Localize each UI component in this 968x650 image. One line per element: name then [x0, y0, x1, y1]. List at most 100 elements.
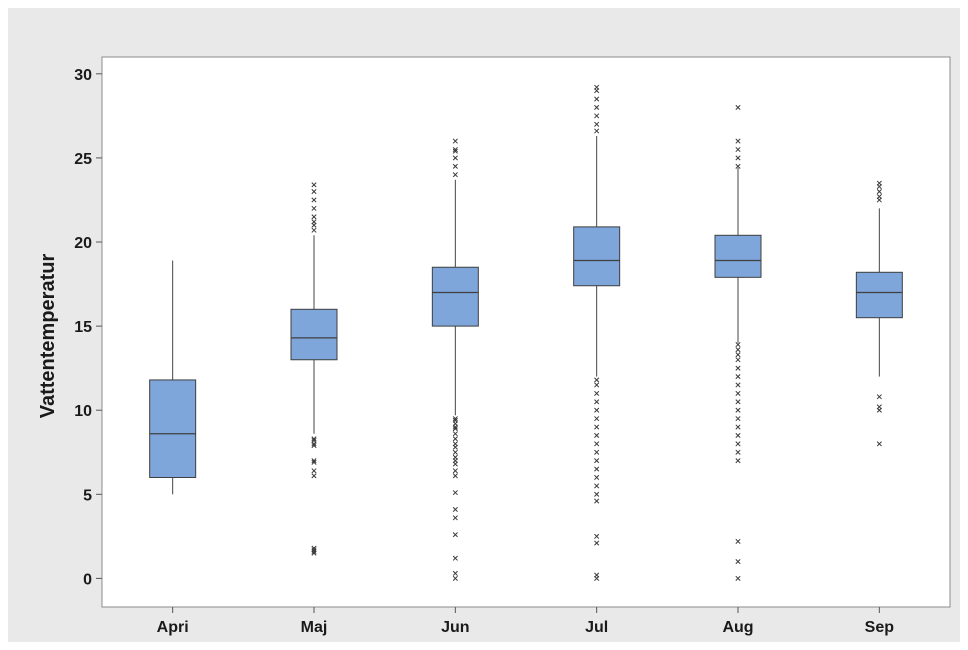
box-group-aug	[714, 104, 762, 581]
box-group-sep	[855, 180, 903, 447]
outlier-point	[594, 84, 600, 90]
box-group-jul	[573, 84, 621, 581]
outlier-point	[452, 146, 458, 153]
outlier-point	[735, 559, 741, 565]
x-tick-label: Jun	[441, 619, 469, 636]
outlier-point	[735, 424, 741, 430]
outlier-point	[876, 189, 882, 195]
outlier-point	[594, 399, 600, 405]
outlier-point	[452, 555, 458, 561]
outlier-point	[735, 390, 741, 396]
outlier-point	[311, 189, 317, 195]
outlier-point	[452, 575, 458, 581]
outlier-point	[594, 390, 600, 396]
box-group-maj	[290, 182, 338, 556]
outlier-point	[311, 436, 317, 442]
outlier-point	[735, 347, 741, 353]
outlier-point	[735, 104, 741, 111]
outlier-point	[594, 483, 600, 489]
outlier-point	[452, 449, 458, 455]
outlier-point	[311, 459, 317, 465]
outlier-point	[311, 545, 317, 551]
outlier-point	[594, 572, 600, 578]
outlier-point	[452, 426, 458, 432]
outlier-point	[452, 155, 458, 161]
box	[290, 308, 338, 361]
outlier-point	[452, 417, 458, 423]
outlier-point	[452, 441, 458, 447]
outlier-point	[311, 437, 317, 444]
outlier-point	[735, 352, 741, 358]
box	[149, 379, 197, 478]
outlier-point	[735, 407, 741, 413]
outlier-point	[876, 441, 882, 447]
outlier-point	[311, 182, 317, 188]
outlier-point	[452, 515, 458, 521]
outlier-point	[735, 432, 741, 438]
y-tick-label: 0	[83, 571, 92, 588]
box-group-jun	[431, 138, 479, 581]
outlier-point	[594, 407, 600, 413]
y-tick-label: 20	[74, 235, 92, 252]
outlier-point	[452, 436, 458, 442]
x-tick-label: Apri	[157, 619, 189, 636]
outlier-point	[452, 148, 458, 154]
outlier-point	[311, 205, 317, 211]
box	[714, 234, 762, 278]
outlier-point	[594, 466, 600, 472]
outlier-point	[594, 474, 600, 481]
outlier-point	[452, 431, 458, 437]
outlier-point	[452, 172, 458, 178]
outlier-point	[876, 404, 882, 410]
outlier-point	[735, 342, 741, 348]
box-group-apri	[149, 260, 197, 495]
outlier-point	[452, 506, 458, 513]
outlier-point	[735, 458, 741, 464]
outlier-point	[311, 442, 317, 449]
outlier-point	[594, 441, 600, 447]
x-tick-label: Aug	[722, 619, 753, 636]
outlier-point	[735, 575, 741, 581]
y-tick-label: 25	[74, 151, 92, 168]
outlier-point	[594, 104, 600, 111]
outlier-point	[735, 441, 741, 447]
outlier-point	[594, 458, 600, 464]
outlier-point	[735, 163, 741, 169]
outlier-point	[311, 547, 317, 553]
x-tick-label: Sep	[865, 619, 895, 636]
y-tick-label: 10	[74, 403, 92, 420]
box	[573, 226, 621, 287]
outlier-point	[876, 194, 882, 200]
outlier-point	[735, 146, 741, 153]
outlier-point	[594, 498, 600, 504]
outlier-point	[594, 377, 600, 383]
outlier-point	[735, 538, 741, 544]
outlier-point	[452, 473, 458, 479]
y-tick-label: 15	[74, 319, 92, 336]
outlier-point	[452, 532, 458, 538]
outlier-point	[594, 113, 600, 119]
outlier-point	[311, 214, 317, 220]
outlier-point	[452, 416, 458, 422]
outlier-point	[452, 163, 458, 169]
outlier-point	[452, 138, 458, 144]
y-axis-title: Vattentemperatur	[37, 254, 59, 419]
outlier-point	[735, 138, 741, 144]
x-tick-label: Jul	[585, 619, 608, 636]
outlier-point	[594, 121, 600, 127]
outlier-point	[594, 491, 600, 497]
outlier-point	[594, 96, 600, 102]
outlier-point	[594, 533, 600, 539]
outlier-point	[311, 473, 317, 479]
outlier-point	[735, 399, 741, 405]
outlier-point	[735, 374, 741, 380]
outlier-point	[311, 197, 317, 203]
outlier-point	[876, 394, 882, 400]
outlier-point	[735, 357, 741, 363]
outlier-point	[311, 468, 317, 474]
outlier-point	[594, 382, 600, 388]
outlier-point	[735, 416, 741, 422]
plot-area	[101, 56, 951, 608]
outlier-point	[735, 382, 741, 388]
boxplot-chart: 0 5 10 15 20 25 30 Apri Maj Jun Jul Aug Sep Vattent…	[37, 56, 951, 636]
